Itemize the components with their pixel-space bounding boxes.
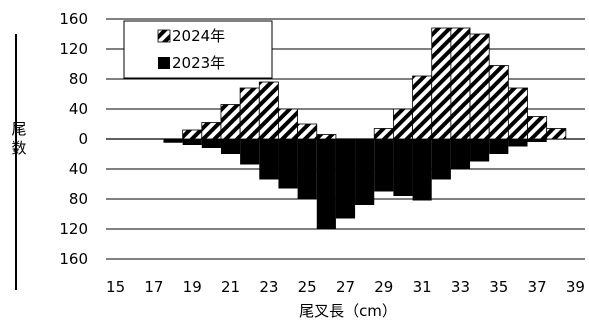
bar-2023-25 — [297, 139, 317, 199]
legend-swatch-2024 — [157, 29, 171, 43]
legend-box — [123, 20, 273, 79]
bar-2024-22 — [239, 87, 260, 140]
y-axis-title-char-1: 尾 — [11, 120, 26, 138]
x-tick-label: 25 — [298, 278, 317, 296]
bar-2024-23 — [258, 81, 279, 140]
bar-2023-29 — [374, 139, 394, 192]
bar-2023-23 — [259, 139, 279, 180]
x-tick-label: 19 — [183, 278, 202, 296]
x-tick-label: 37 — [528, 278, 547, 296]
x-tick-label: 23 — [259, 278, 278, 296]
y-axis-title-char-2: 数 — [11, 139, 26, 157]
x-tick-label: 15 — [106, 278, 125, 296]
bar-2024-29 — [373, 128, 394, 140]
x-tick-label: 35 — [489, 278, 508, 296]
x-tick-label: 33 — [451, 278, 470, 296]
bar-2023-30 — [393, 139, 413, 196]
y-tick-label: 160 — [59, 10, 88, 28]
y-tick-label: 0 — [78, 130, 88, 148]
x-tick-label: 27 — [336, 278, 355, 296]
y-tick-label: 120 — [59, 40, 88, 58]
y-tick-labels: 160 120 80 40 0 40 80 120 160 — [59, 10, 88, 268]
bar-2024-26 — [316, 134, 337, 140]
bar-2024-20 — [201, 122, 222, 140]
bar-2023-28 — [355, 139, 375, 205]
legend-label-2024: 2024年 — [172, 27, 225, 45]
bar-2023-34 — [470, 139, 490, 162]
x-tick-label: 29 — [374, 278, 393, 296]
bar-2024-33 — [450, 27, 471, 140]
bar-2024-36 — [507, 87, 528, 140]
x-tick-label: 17 — [144, 278, 163, 296]
bar-2024-38 — [546, 128, 567, 140]
bar-2024-37 — [527, 116, 548, 140]
bar-2024-34 — [469, 33, 490, 140]
bar-2024-24 — [278, 108, 299, 140]
y-tick-label: 160 — [59, 250, 88, 268]
bar-2023-21 — [220, 139, 241, 154]
x-tick-label: 21 — [221, 278, 240, 296]
series-2023-bars — [163, 139, 547, 229]
y-tick-label: 80 — [69, 70, 88, 88]
x-axis-title: 尾叉長（cm） — [299, 302, 397, 320]
bar-2024-35 — [488, 65, 509, 140]
x-tick-labels: 15 17 19 21 23 25 27 29 31 33 35 37 39 — [106, 278, 585, 296]
bar-2023-35 — [489, 139, 509, 154]
bar-2023-26 — [316, 139, 336, 229]
bar-2024-32 — [431, 27, 452, 140]
bar-2024-21 — [220, 104, 241, 140]
legend-swatch-2023 — [158, 57, 170, 69]
bar-2023-22 — [240, 139, 260, 165]
bar-2024-31 — [412, 75, 433, 140]
bar-2023-37 — [527, 139, 547, 142]
bar-2024-30 — [392, 108, 413, 140]
legend: 2024年 2023年 — [123, 20, 273, 79]
bar-2023-36 — [508, 139, 528, 147]
bar-2023-18 — [163, 139, 183, 143]
y-tick-label: 40 — [69, 100, 88, 118]
y-tick-label: 120 — [59, 220, 88, 238]
bar-2023-31 — [412, 139, 432, 201]
x-tick-label: 31 — [413, 278, 432, 296]
bar-2023-32 — [431, 139, 451, 180]
y-tick-label: 80 — [69, 190, 88, 208]
bar-2023-27 — [335, 139, 356, 219]
bar-2024-25 — [297, 123, 318, 140]
legend-label-2023: 2023年 — [172, 54, 225, 72]
bar-2023-33 — [450, 139, 471, 169]
bar-2023-19 — [182, 139, 202, 145]
bar-2023-24 — [278, 139, 298, 189]
bar-2024-19 — [182, 129, 203, 140]
y-tick-label: 40 — [69, 160, 88, 178]
bar-2023-20 — [201, 139, 221, 148]
x-tick-label: 39 — [566, 278, 585, 296]
series-2024-bars — [182, 27, 567, 140]
